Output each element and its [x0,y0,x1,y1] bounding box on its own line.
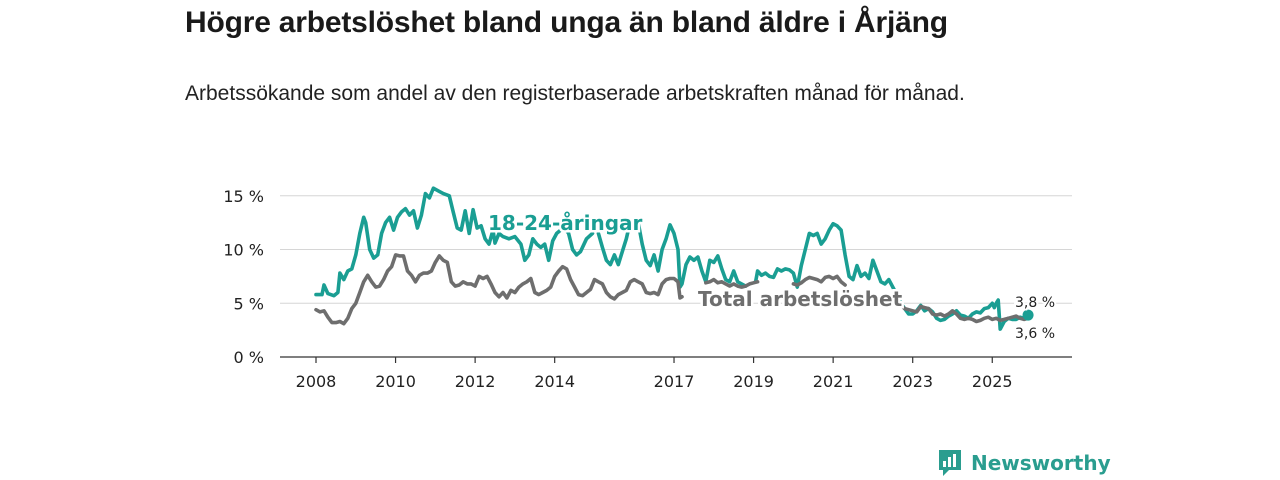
y-tick-label: 0 % [234,348,264,367]
y-tick-label: 10 % [223,241,264,260]
page-title: Högre arbetslöshet bland unga än bland ä… [185,6,948,39]
series-line [889,300,1030,324]
end-marker-youth [1022,309,1034,321]
brand-name: Newsworthy [971,451,1111,475]
brand[interactable]: Newsworthy [937,448,1111,478]
x-tick-label: 2025 [972,372,1013,391]
chart-labels: 18-24-åringar Total arbetslöshet 3,8 % 3,6 … [486,209,1058,345]
x-tick-label: 2014 [534,372,575,391]
series-line [791,274,847,287]
x-tick-label: 2008 [296,372,337,391]
x-tick-label: 2021 [813,372,854,391]
x-tick-label: 2012 [455,372,496,391]
x-tick-label: 2023 [892,372,933,391]
x-tick-label: 2019 [733,372,774,391]
x-tick-label: 2010 [375,372,416,391]
chart-lines [314,186,1034,331]
series-line [314,186,595,298]
y-tick-label: 15 % [223,187,264,206]
chart-axes: 0 % 5 % 10 % 15 % 2008 2010 2012 2014 2017 2019 20… [223,187,1072,391]
x-tick-label: 2017 [654,372,695,391]
series-line [753,221,1030,331]
end-label-youth: 3,8 % [1015,295,1055,311]
chart-subtitle: Arbetssökande som andel av den registerb… [185,82,965,105]
newsworthy-logo-icon [939,450,961,476]
chart-grid [280,195,1072,304]
series-line [704,277,760,289]
series-label-total: Total arbetslöshet [698,287,903,311]
series-line [596,219,748,289]
y-tick-label: 5 % [234,294,264,313]
series-label-youth: 18-24-åringar [488,211,643,235]
series-line [314,253,684,326]
end-label-total: 3,6 % [1015,326,1055,342]
